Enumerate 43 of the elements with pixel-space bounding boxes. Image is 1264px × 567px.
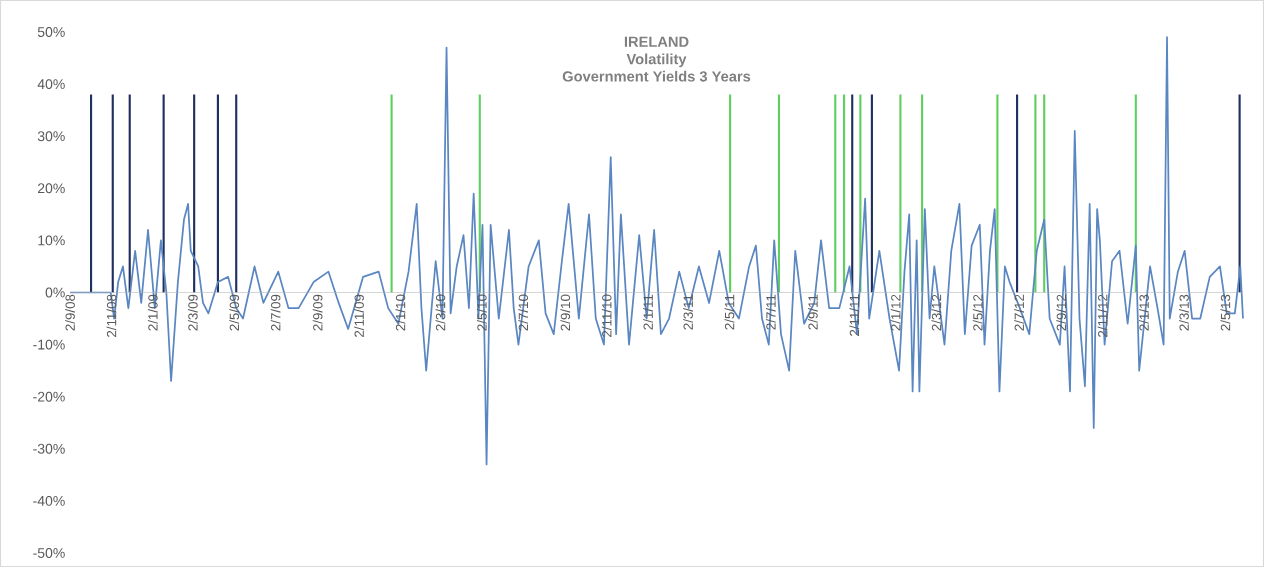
x-tick-label: 2/7/10 [518,294,529,331]
x-tick-label: 2/5/10 [476,294,487,331]
y-tick-label: 10% [38,235,65,246]
x-tick-label: 2/5/11 [724,294,735,330]
x-tick-label: 2/11/08 [106,294,117,337]
x-tick-label: 2/11/09 [354,294,364,337]
x-tick-label: 2/1/09 [147,294,158,331]
x-tick-label: 2/3/09 [187,294,198,331]
x-tick-label: 2/1/11 [643,294,653,330]
x-tick-label: 2/5/12 [972,294,983,331]
x-tick-label: 2/5/09 [229,294,240,331]
x-tick-label: 2/9/09 [312,294,323,331]
x-tick-label: 2/1/13 [1139,294,1149,331]
x-tick-label: 2/7/12 [1014,294,1025,331]
x-tick-label: 2/7/11 [765,294,776,330]
y-tick-label: -30% [33,443,65,454]
x-tick-label: 2/7/09 [270,294,281,331]
y-tick-label: 20% [37,183,65,194]
x-tick-label: 2/3/13 [1179,294,1189,331]
y-tick-label: 50% [37,27,65,37]
x-tick-label: 2/11/11 [849,294,860,336]
x-tick-label: 2/11/10 [601,294,612,337]
text: Volatility [626,53,687,68]
y-tick-label: 0% [45,287,65,298]
y-tick-label: -40% [33,495,65,506]
x-tick-label: 2/9/12 [1056,294,1067,331]
x-tick-label: 2/1/10 [395,294,406,331]
x-tick-label: 2/9/11 [807,294,818,330]
x-tick-label: 2/9/10 [560,294,571,331]
x-tick-label: 2/5/13 [1220,294,1231,331]
annotation: Government Yields 3 Years [562,70,751,82]
x-tick-label: 2/3/12 [931,294,942,331]
x-tick-label: 2/3/10 [435,294,446,331]
x-tick-label: 2/3/11 [683,294,693,330]
chart-title: IRELAND [624,36,689,47]
x-tick-label: 2/1/12 [890,294,901,331]
y-tick-label: -20% [33,391,65,402]
y-tick-label: -10% [33,339,65,350]
x-tick-label: 2/11/12 [1097,294,1108,337]
y-tick-label: -50% [33,548,65,558]
y-tick-label: 30% [37,131,65,142]
y-tick-label: 40% [37,79,65,90]
x-tick-label: 2/9/08 [65,294,75,331]
